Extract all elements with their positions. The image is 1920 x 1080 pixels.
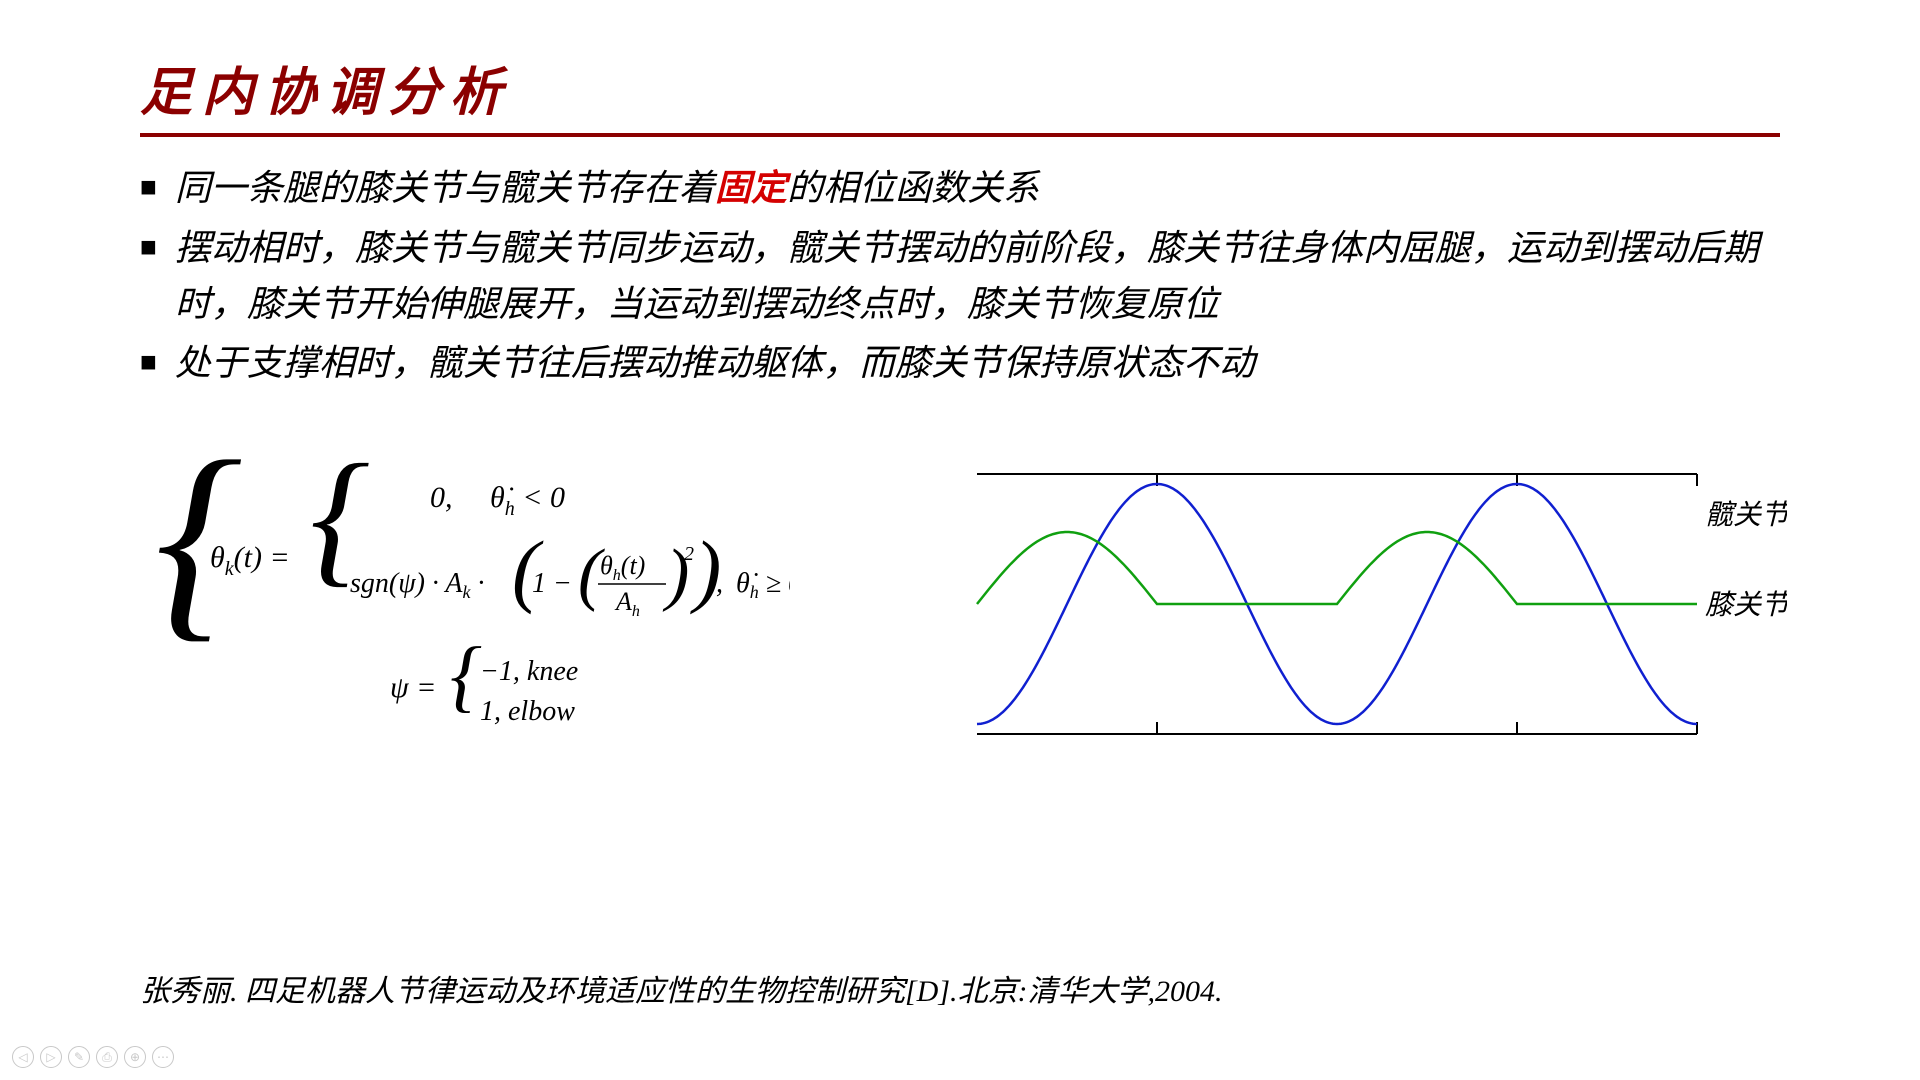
svg-text:Ah: Ah: [614, 587, 640, 620]
svg-text:sgn(ψ) · Ak ·: sgn(ψ) · Ak ·: [350, 568, 485, 602]
slide-title: 足内协调分析: [140, 50, 1780, 125]
next-icon[interactable]: ▷: [40, 1046, 62, 1068]
bullet-2: ■ 摆动相时，膝关节与髋关节同步运动，髋关节摆动的前阶段，膝关节往身体内屈腿，运…: [140, 221, 1780, 333]
svg-text:θh(t): θh(t): [600, 551, 645, 584]
nav-icon-bar: ◁ ▷ ✎ ⎙ ⊕ ⋯: [12, 1046, 174, 1068]
svg-text:髋关节: 髋关节: [1705, 500, 1787, 531]
bullet-1-highlight: 固定: [715, 168, 787, 208]
bullet-1-post: 的相位函数关系: [787, 168, 1039, 208]
more-icon[interactable]: ⋯: [152, 1046, 174, 1068]
slide-container: 足内协调分析 ■ 同一条腿的膝关节与髋关节存在着固定的相位函数关系 ■ 摆动相时…: [0, 0, 1920, 1080]
zoom-icon[interactable]: ⊕: [124, 1046, 146, 1068]
bullet-2-text: 摆动相时，膝关节与髋关节同步运动，髋关节摆动的前阶段，膝关节往身体内屈腿，运动到…: [175, 221, 1780, 333]
bullet-1: ■ 同一条腿的膝关节与髋关节存在着固定的相位函数关系: [140, 161, 1780, 217]
formula-block: { θk(t) = { 0, θ̇h < 0 sgn(ψ) · Ak · ( 1…: [140, 452, 927, 760]
title-underline: [140, 133, 1780, 137]
svg-text:{: {: [450, 632, 482, 720]
prev-icon[interactable]: ◁: [12, 1046, 34, 1068]
svg-text:ψ =: ψ =: [390, 671, 436, 704]
citation: 张秀丽. 四足机器人节律运动及环境适应性的生物控制研究[D].北京:清华大学,2…: [140, 966, 1223, 1010]
square-bullet-icon: ■: [140, 161, 157, 214]
square-bullet-icon: ■: [140, 221, 157, 274]
svg-text:−1, knee: −1, knee: [480, 656, 578, 687]
bullet-3-text: 处于支撑相时，髋关节往后摆动推动躯体，而膝关节保持原状态不动: [175, 336, 1780, 392]
bullet-list: ■ 同一条腿的膝关节与髋关节存在着固定的相位函数关系 ■ 摆动相时，膝关节与髋关…: [140, 161, 1780, 392]
joint-chart: 髋关节膝关节: [967, 454, 1787, 759]
svg-text:0,: 0,: [430, 481, 453, 514]
svg-text:1, elbow: 1, elbow: [480, 696, 575, 727]
svg-text:{: {: [155, 452, 243, 660]
svg-text:θ̇h ≥ 0: θ̇h ≥ 0: [736, 568, 790, 602]
bullet-3: ■ 处于支撑相时，髋关节往后摆动推动躯体，而膝关节保持原状态不动: [140, 336, 1780, 392]
formula-svg: { θk(t) = { 0, θ̇h < 0 sgn(ψ) · Ak · ( 1…: [150, 452, 790, 752]
print-icon[interactable]: ⎙: [96, 1046, 118, 1068]
bullet-1-pre: 同一条腿的膝关节与髋关节存在着: [175, 168, 715, 208]
svg-text:θ̇h < 0: θ̇h < 0: [490, 481, 565, 520]
svg-text:膝关节: 膝关节: [1705, 590, 1787, 621]
svg-text:1 −: 1 −: [532, 568, 572, 599]
content-row: { θk(t) = { 0, θ̇h < 0 sgn(ψ) · Ak · ( 1…: [140, 452, 1780, 760]
svg-text:,: ,: [716, 568, 723, 599]
svg-text:2: 2: [684, 543, 694, 565]
pen-icon[interactable]: ✎: [68, 1046, 90, 1068]
chart-svg: 髋关节膝关节: [967, 454, 1787, 754]
square-bullet-icon: ■: [140, 336, 157, 389]
